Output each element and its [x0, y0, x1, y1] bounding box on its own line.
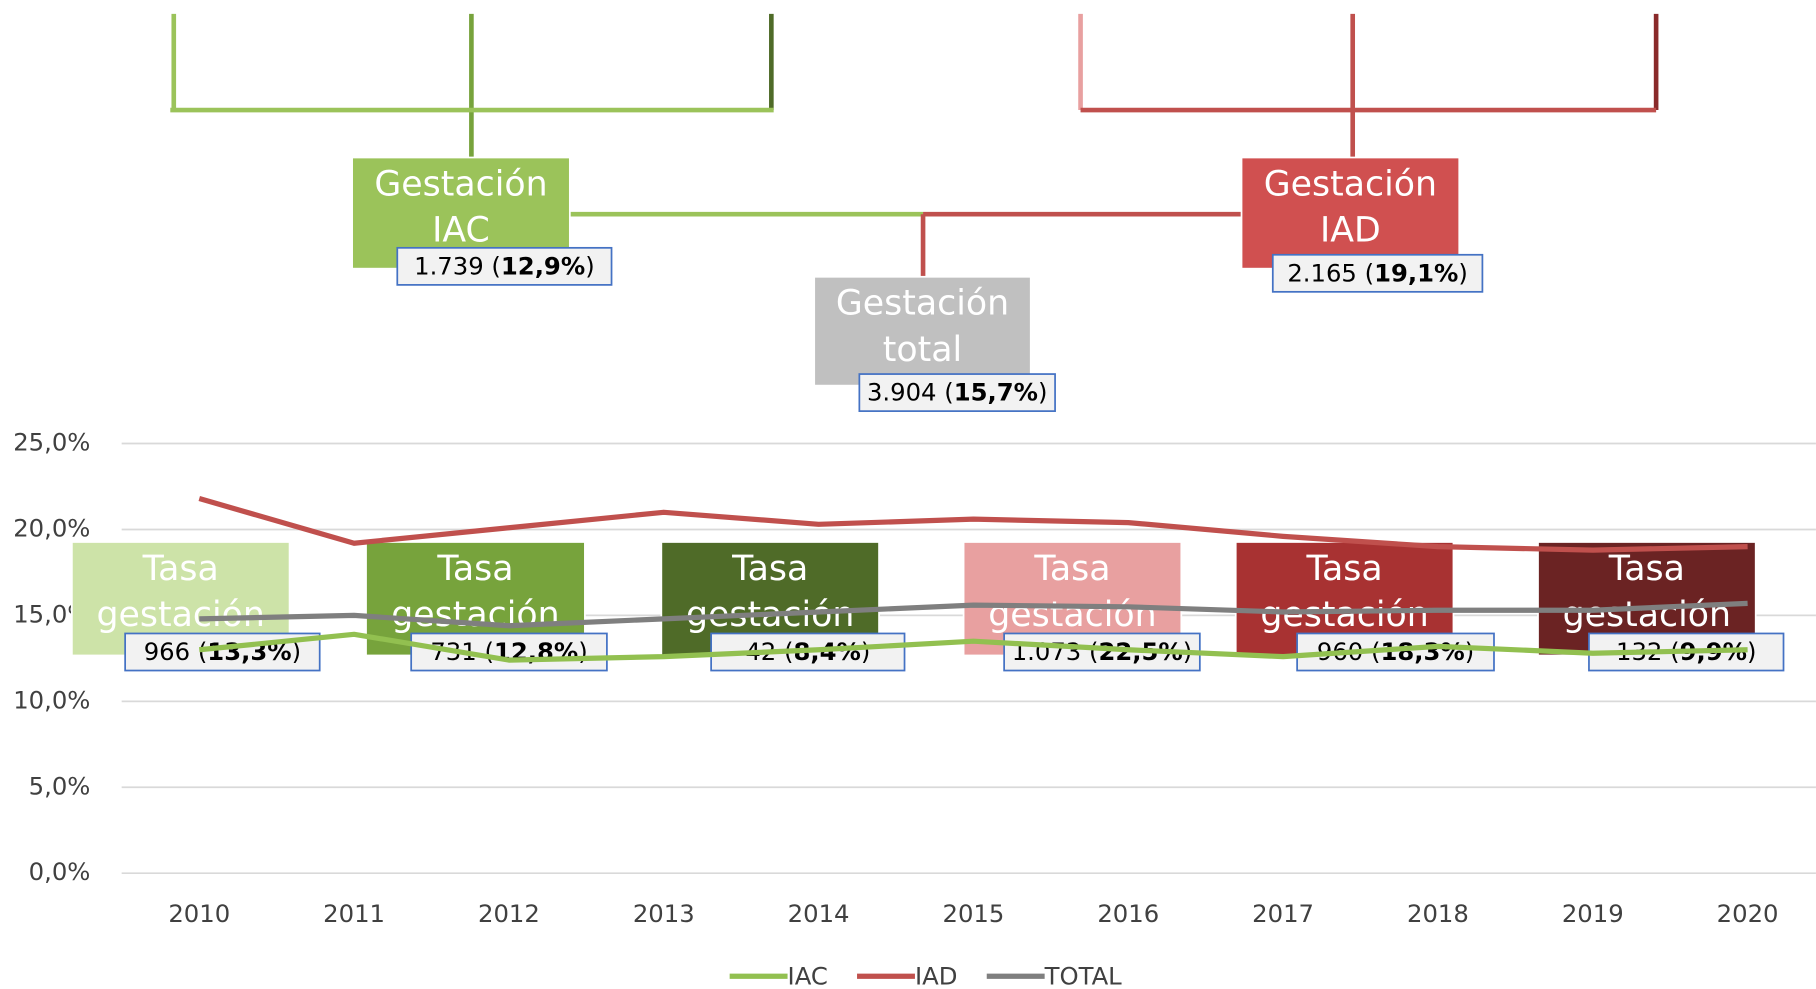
- series-line: [199, 600, 1748, 629]
- value-box: [1296, 632, 1495, 672]
- node: Gestación total 3.904 (15,7%): [813, 275, 1056, 412]
- x-tick-label: 2011: [323, 899, 385, 928]
- node-title: Tasa: [731, 549, 808, 589]
- y-tick-label: 10,0%: [13, 685, 90, 714]
- node-title: total: [883, 330, 962, 370]
- node-title: gestación: [1260, 595, 1428, 635]
- value-label: 3.904 (15,7%): [867, 378, 1048, 407]
- node: Gestación IAD 2.165 (19,1%): [1240, 156, 1484, 293]
- x-tick-label: 2012: [478, 899, 540, 928]
- x-tick-label: 2014: [788, 899, 850, 928]
- x-tick-label: 2015: [943, 899, 1005, 928]
- x-tick-label: 2020: [1717, 899, 1779, 928]
- node-title: IAC: [432, 211, 490, 251]
- value-box: [858, 373, 1056, 412]
- legend-label: TOTAL: [1044, 961, 1123, 989]
- x-tick-label: 2010: [168, 899, 230, 928]
- x-tick-label: 2018: [1407, 899, 1469, 928]
- x-tick-label: 2017: [1252, 899, 1314, 928]
- y-tick-label: 0,0%: [29, 857, 91, 886]
- value-box: [410, 632, 608, 672]
- legend-label: IAD: [915, 961, 958, 989]
- value-label: 2.165 (19,1%): [1287, 258, 1468, 287]
- node-box: [1240, 156, 1461, 270]
- series-line: [198, 496, 1748, 553]
- x-tick-label: 2013: [633, 899, 695, 928]
- node-title: Gestación: [374, 164, 547, 204]
- value-box: [396, 246, 613, 286]
- legend-label: IAC: [788, 961, 828, 989]
- value-box: [1271, 253, 1484, 293]
- node-title: gestación: [1563, 595, 1731, 635]
- x-tick-label: 2019: [1562, 899, 1624, 928]
- node-title: Tasa: [1306, 549, 1383, 589]
- x-tick-label: 2016: [1097, 899, 1159, 928]
- node-title: gestación: [391, 595, 559, 635]
- node-title: Tasa: [1608, 549, 1685, 589]
- connectors: [170, 13, 1659, 277]
- node-title: IAD: [1320, 211, 1381, 251]
- node-title: Tasa: [142, 549, 219, 589]
- y-tick-label: 25,0%: [13, 428, 90, 457]
- node-title: Tasa: [1033, 549, 1110, 589]
- series-line: [198, 631, 1748, 663]
- node-box: [813, 275, 1032, 387]
- node-title: Gestación: [1264, 164, 1437, 204]
- node-title: Tasa: [436, 549, 513, 589]
- node-title: Gestación: [836, 284, 1009, 324]
- value-label: 1.739 (12,9%): [414, 252, 595, 281]
- node-title: gestación: [97, 595, 265, 635]
- y-tick-label: 5,0%: [29, 771, 91, 800]
- y-tick-label: 20,0%: [13, 513, 90, 542]
- node-title: gestación: [988, 595, 1156, 635]
